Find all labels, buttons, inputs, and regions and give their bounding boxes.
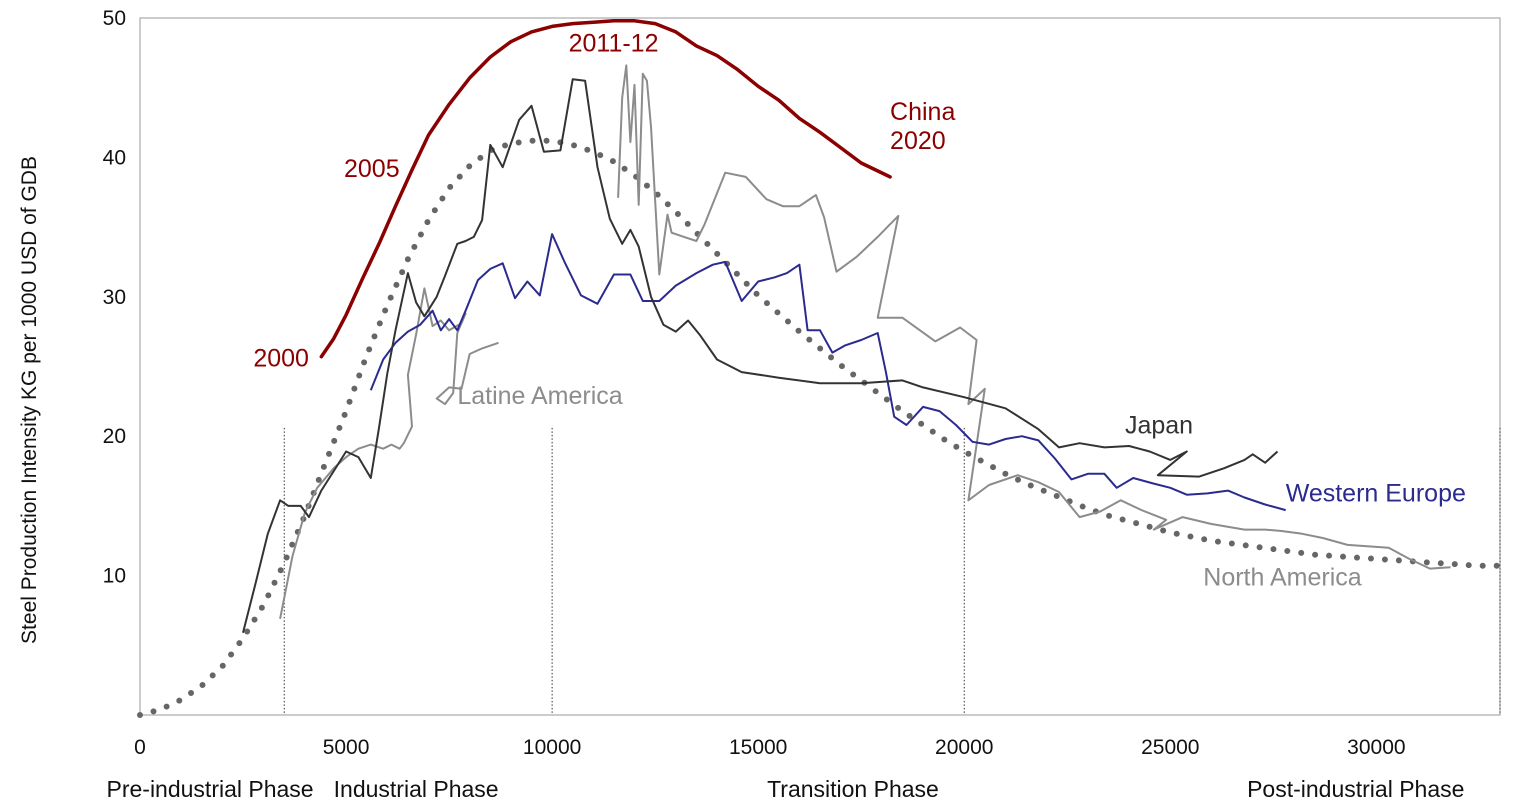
annotation-china: 2005	[344, 155, 400, 183]
phase-label: Post-industrial Phase	[1247, 776, 1464, 802]
y-axis-label: Steel Production Intensity KG per 1000 U…	[18, 156, 41, 644]
x-tick-label: 10000	[523, 736, 581, 759]
annotation-north-america: North America	[1203, 563, 1361, 591]
y-tick-label: 30	[103, 286, 126, 309]
series-layer	[137, 19, 1503, 718]
series-line-western-europe	[369, 233, 1286, 512]
annotation-western-europe: Western Europe	[1286, 480, 1466, 508]
series-line-japan	[242, 78, 1279, 634]
y-tick-label: 40	[103, 146, 126, 169]
annotation-china: China	[890, 98, 955, 126]
annotation-japan: Japan	[1125, 411, 1193, 439]
phase-label: Industrial Phase	[334, 776, 499, 802]
series-line-china	[319, 19, 892, 359]
annotations: Latine America North America Western Europ…	[253, 29, 1466, 591]
y-tick-label: 10	[103, 565, 126, 588]
annotation-latine-america: Latine America	[457, 382, 622, 410]
y-tick-label: 20	[103, 425, 126, 448]
plot-area	[139, 17, 1501, 716]
x-tick-label: 25000	[1141, 736, 1199, 759]
series-line-north-america	[617, 64, 1451, 570]
y-tick-label: 50	[103, 7, 126, 30]
x-tick-label: 15000	[729, 736, 787, 759]
series-line-trend	[137, 137, 1503, 718]
x-tick-label: 20000	[935, 736, 993, 759]
x-tick-label: 0	[134, 736, 146, 759]
phase-labels: Pre-industrial Phase Industrial Phase Tran…	[107, 776, 1465, 802]
phase-label: Transition Phase	[767, 776, 939, 802]
x-tick-label: 5000	[323, 736, 370, 759]
annotation-china: 2000	[253, 345, 309, 373]
x-axis-ticks: 0 5000 10000 15000 20000 25000 30000	[134, 736, 1405, 759]
y-axis-ticks: 10 20 30 40 50	[103, 7, 126, 588]
x-tick-label: 30000	[1347, 736, 1405, 759]
phase-boundaries	[283, 427, 1501, 715]
annotation-china: 2011-12	[569, 29, 659, 57]
annotation-china: 2020	[890, 127, 946, 155]
series-line-latine-america	[279, 287, 499, 619]
phase-label: Pre-industrial Phase	[107, 776, 314, 802]
